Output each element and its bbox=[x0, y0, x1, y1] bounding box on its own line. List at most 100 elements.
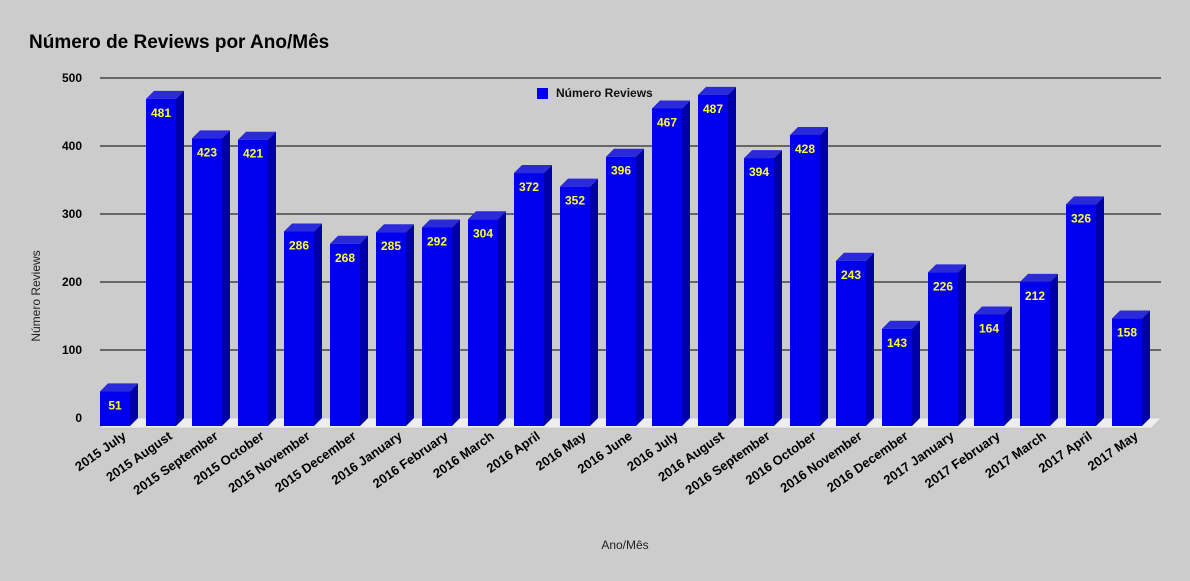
bar-top bbox=[192, 130, 230, 139]
bar-side bbox=[498, 211, 506, 426]
chart-title: Número de Reviews por Ano/Mês bbox=[29, 32, 329, 53]
bar-side bbox=[130, 383, 138, 426]
bar-value-label: 268 bbox=[335, 251, 355, 265]
y-axis-label: Número Reviews bbox=[29, 250, 43, 341]
bar bbox=[284, 231, 314, 426]
bar-top bbox=[376, 224, 414, 233]
bar bbox=[790, 134, 820, 426]
bar-side bbox=[774, 150, 782, 426]
bar-side bbox=[590, 178, 598, 426]
bar-value-label: 243 bbox=[841, 268, 861, 282]
x-tick-label: 2016 December bbox=[824, 428, 911, 495]
bar-side bbox=[1004, 306, 1012, 426]
bar-side bbox=[820, 126, 828, 427]
bar-value-label: 285 bbox=[381, 239, 401, 253]
bar bbox=[698, 94, 728, 426]
bar-side bbox=[912, 320, 920, 426]
bar-side bbox=[1142, 310, 1150, 426]
bar-value-label: 394 bbox=[749, 165, 769, 179]
bar-top bbox=[468, 211, 506, 220]
bar-side bbox=[314, 223, 322, 426]
bar bbox=[928, 272, 958, 426]
x-tick-label: 2016 November bbox=[777, 428, 864, 495]
bar bbox=[514, 173, 544, 426]
bar-top bbox=[882, 320, 920, 329]
legend-swatch bbox=[537, 88, 548, 99]
bar-top bbox=[606, 148, 644, 157]
legend: Número Reviews bbox=[537, 86, 653, 100]
bar-value-label: 164 bbox=[979, 321, 999, 335]
bar-value-label: 352 bbox=[565, 194, 585, 208]
bar-value-label: 428 bbox=[795, 142, 815, 156]
bar-top bbox=[652, 100, 690, 109]
bar-top bbox=[330, 235, 368, 244]
bar-side bbox=[222, 130, 230, 427]
bar-top bbox=[560, 178, 598, 187]
bar-value-label: 51 bbox=[108, 398, 122, 412]
bar bbox=[652, 108, 682, 426]
bar-value-label: 326 bbox=[1071, 211, 1091, 225]
x-axis-label: Ano/Mês bbox=[601, 538, 648, 552]
bar-top bbox=[100, 383, 138, 392]
bar bbox=[192, 138, 222, 427]
bar-value-label: 158 bbox=[1117, 326, 1137, 340]
y-tick-label: 300 bbox=[62, 207, 82, 221]
bar bbox=[146, 98, 176, 427]
bar-value-label: 372 bbox=[519, 180, 539, 194]
bars: 51 481 423 421 286 268 285 292 304 372 352 396 467 48… bbox=[100, 86, 1150, 427]
bar-value-label: 423 bbox=[197, 145, 217, 159]
bar-side bbox=[866, 252, 874, 426]
bar-top bbox=[284, 223, 322, 232]
y-tick-label: 200 bbox=[62, 275, 82, 289]
bar-value-label: 304 bbox=[473, 226, 493, 240]
bar-side bbox=[452, 219, 460, 426]
bar-side bbox=[1096, 196, 1104, 426]
bar bbox=[882, 328, 912, 426]
bar-top bbox=[422, 219, 460, 228]
bar bbox=[606, 156, 636, 426]
bar-value-label: 421 bbox=[243, 147, 263, 161]
bar bbox=[836, 260, 866, 426]
bar-value-label: 487 bbox=[703, 102, 723, 116]
bar-side bbox=[728, 86, 736, 426]
bar bbox=[974, 314, 1004, 426]
bar bbox=[560, 186, 590, 426]
bar-side bbox=[544, 165, 552, 427]
bar-value-label: 292 bbox=[427, 234, 447, 248]
bar-side bbox=[1050, 273, 1058, 426]
bar-side bbox=[268, 131, 276, 426]
bar-top bbox=[1112, 310, 1150, 319]
x-tick-label: 2017 May bbox=[1085, 428, 1142, 474]
bar-top bbox=[1020, 273, 1058, 282]
bar-top bbox=[1066, 196, 1104, 205]
y-tick-label: 500 bbox=[62, 71, 82, 85]
bar-top bbox=[928, 264, 966, 273]
bar bbox=[376, 232, 406, 426]
bar-top bbox=[514, 165, 552, 174]
y-tick-label: 100 bbox=[62, 343, 82, 357]
legend-label: Número Reviews bbox=[556, 86, 653, 100]
bar bbox=[238, 139, 268, 426]
bar-top bbox=[744, 150, 782, 159]
bar-side bbox=[636, 148, 644, 426]
x-tick-label: 2015 November bbox=[225, 428, 312, 495]
bar bbox=[1066, 204, 1096, 426]
bar-top bbox=[836, 252, 874, 261]
y-tick-label: 0 bbox=[75, 411, 82, 425]
bar-side bbox=[176, 90, 184, 427]
bar-value-label: 143 bbox=[887, 336, 907, 350]
bar-value-label: 396 bbox=[611, 164, 631, 178]
bar-value-label: 212 bbox=[1025, 289, 1045, 303]
bar-value-label: 286 bbox=[289, 239, 309, 253]
y-axis-ticks: 0 100 200 300 400 500 bbox=[62, 71, 82, 425]
bar bbox=[468, 219, 498, 426]
bar-top bbox=[238, 131, 276, 140]
bar bbox=[100, 391, 130, 426]
bar-side bbox=[958, 264, 966, 426]
bar-side bbox=[360, 235, 368, 426]
bar bbox=[744, 158, 774, 426]
bar bbox=[330, 243, 360, 426]
